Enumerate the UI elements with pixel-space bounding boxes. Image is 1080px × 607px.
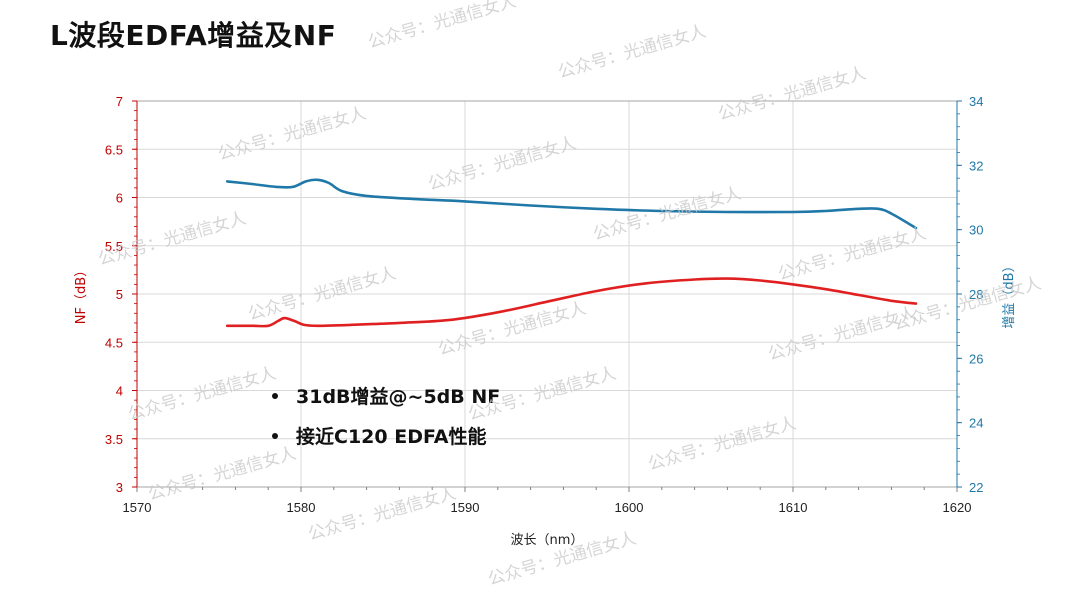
x-tick-label: 1610	[779, 500, 808, 515]
right-tick-label: 32	[969, 158, 983, 173]
watermark-text: 公众号：光通信女人	[366, 0, 519, 53]
left-tick-label: 3.5	[105, 432, 123, 447]
left-tick-label: 6.5	[105, 142, 123, 157]
watermark-text: 公众号：光通信女人	[306, 483, 459, 544]
left-axis-title: NF（dB）	[74, 264, 89, 324]
right-tick-label: 34	[969, 94, 983, 109]
left-tick-label: 4	[116, 384, 123, 399]
gain-series-line	[225, 178, 918, 230]
right-tick-label: 28	[969, 287, 983, 302]
left-tick-label: 3	[116, 480, 123, 495]
x-tick-label: 1590	[451, 500, 480, 515]
x-axis-title: 波长（nm）	[511, 533, 584, 548]
right-tick-label: 22	[969, 480, 983, 495]
watermark-text: 公众号：光通信女人	[216, 103, 369, 164]
left-tick-label: 7	[116, 94, 123, 109]
watermark-text: 公众号：光通信女人	[426, 133, 579, 194]
bullet-dot	[272, 393, 278, 399]
left-tick-label: 4.5	[105, 335, 123, 350]
watermark-text: 公众号：光通信女人	[436, 298, 589, 359]
right-tick-label: 26	[969, 351, 983, 366]
watermark-text: 公众号：光通信女人	[776, 223, 929, 284]
watermark-text: 公众号：光通信女人	[646, 413, 799, 474]
right-tick-label: 24	[969, 416, 983, 431]
left-axis-ticks: 3 3.5 4 4.5 5 5.5 6 6.5 7	[105, 94, 138, 495]
left-tick-label: 5	[116, 287, 123, 302]
nf-series-line	[225, 277, 918, 328]
left-tick-label: 5.5	[105, 239, 123, 254]
watermark-text: 公众号：光通信女人	[591, 183, 744, 244]
page-title: L波段EDFA增益及NF	[50, 19, 337, 52]
x-tick-label: 1620	[943, 500, 972, 515]
right-tick-label: 30	[969, 223, 983, 238]
left-tick-label: 6	[116, 191, 123, 206]
watermark-text: 公众号：光通信女人	[126, 363, 279, 424]
bullet-dot	[272, 433, 278, 439]
bullet-1: 31dB增益@~5dB NF	[296, 385, 500, 408]
watermark-text: 公众号：光通信女人	[146, 443, 299, 504]
right-axis-title: 增益（dB）	[1002, 259, 1017, 328]
x-tick-label: 1600	[615, 500, 644, 515]
x-tick-label: 1580	[287, 500, 316, 515]
x-tick-label: 1570	[123, 500, 152, 515]
series-group	[225, 178, 918, 328]
watermark-text: 公众号：光通信女人	[716, 63, 869, 124]
bullet-2: 接近C120 EDFA性能	[296, 425, 486, 448]
watermark-text: 公众号：光通信女人	[556, 21, 709, 82]
x-axis-ticks: 1570 1580 1590 1600 1610 1620	[123, 487, 972, 515]
right-axis-ticks: 22 24 26 28 30 32 34	[956, 94, 983, 495]
bullet-list: 31dB增益@~5dB NF 接近C120 EDFA性能	[272, 385, 500, 448]
